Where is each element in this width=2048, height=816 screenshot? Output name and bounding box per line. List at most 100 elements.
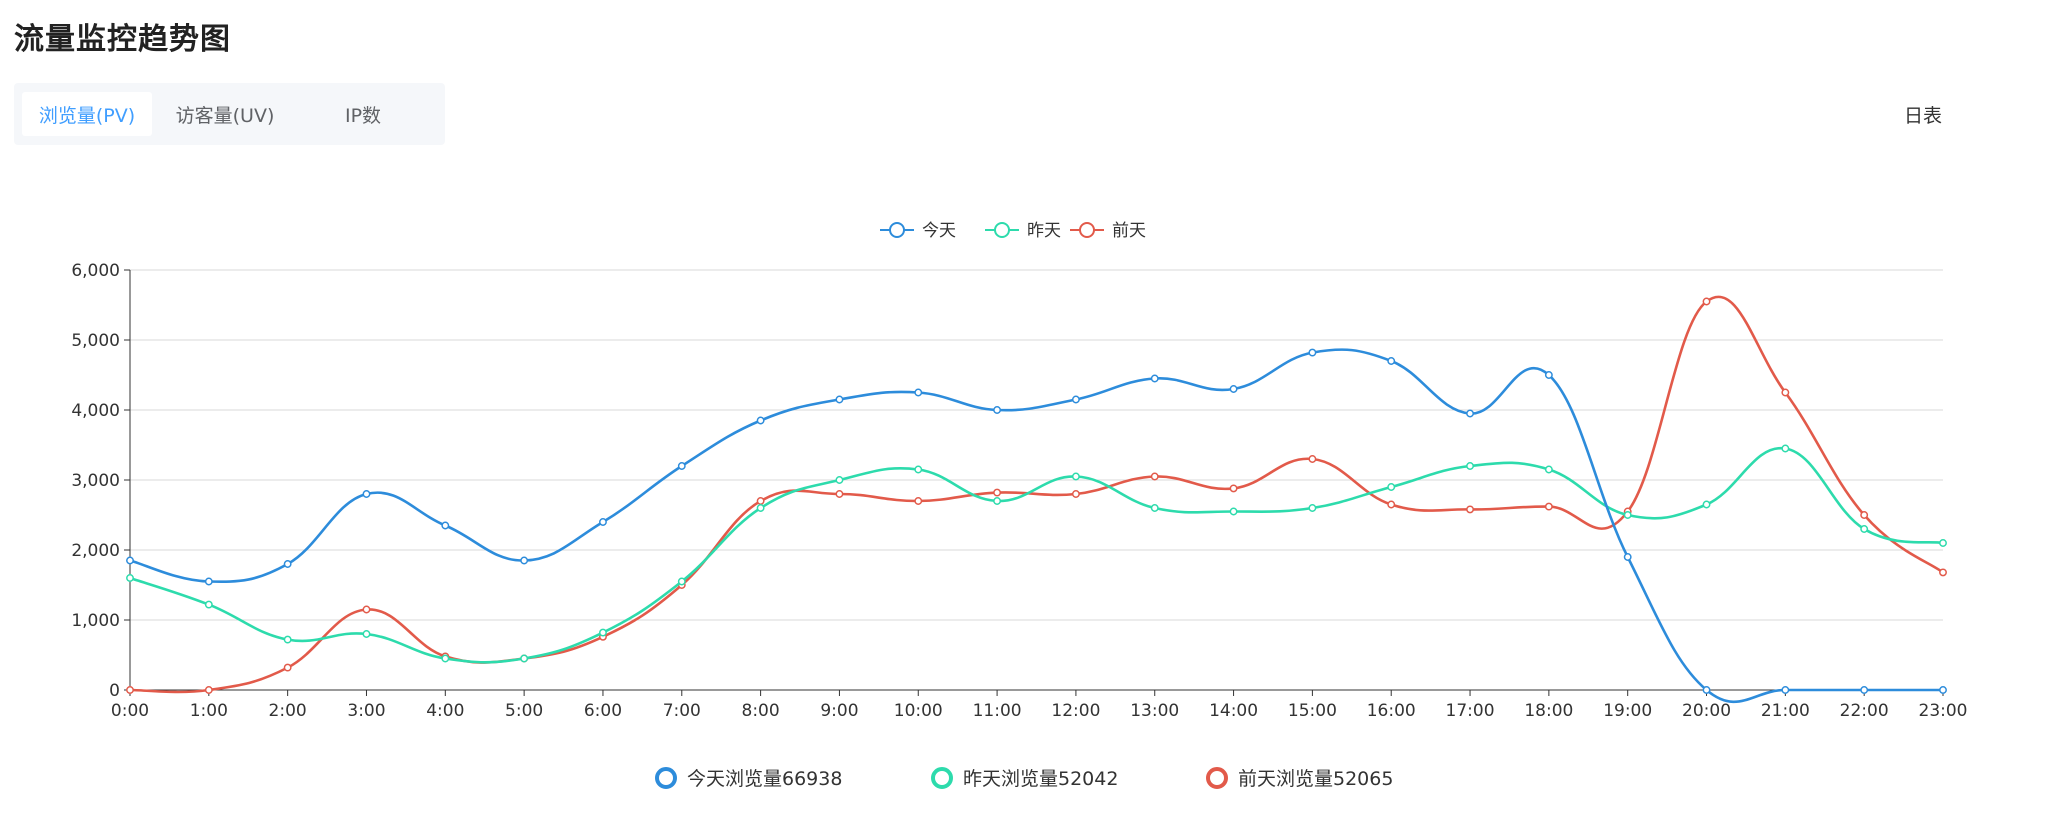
tab-ip[interactable]: IP数 (344, 104, 382, 127)
data-point-today (1939, 686, 1947, 694)
summary-yesterday-marker (931, 766, 953, 789)
x-tick-label: 18:00 (1524, 701, 1573, 721)
x-tick-label: 9:00 (820, 701, 858, 721)
data-point-today (677, 462, 686, 470)
legend-label-today: 今天 (922, 221, 956, 241)
daily-report-link[interactable]: 日表 (1903, 105, 1942, 127)
data-point-today (283, 560, 292, 568)
summary-daybefore-label: 前天浏览量52065 (1238, 768, 1394, 790)
data-point-yesterday (914, 465, 923, 474)
data-point-yesterday (1466, 462, 1474, 470)
traffic-line-chart: 0 1,000 2,000 3,000 4,000 5,000 6,000 0:00 1:00 2… (71, 221, 1968, 721)
data-point-yesterday (756, 504, 765, 512)
y-tick-label: 4,000 (71, 401, 120, 421)
summary-today-marker (655, 766, 677, 789)
data-point-daybefore (914, 497, 923, 505)
data-point-yesterday (1071, 472, 1080, 481)
data-point-yesterday (1623, 511, 1632, 519)
x-tick-label: 3:00 (347, 701, 385, 721)
x-tick-label: 4:00 (426, 701, 464, 721)
data-point-today (1071, 395, 1080, 404)
y-tick-label: 6,000 (71, 261, 120, 281)
data-point-today (520, 556, 529, 565)
data-point-today (835, 395, 844, 404)
y-tick-label: 3,000 (71, 471, 120, 491)
summary-yesterday-label: 昨天浏览量52042 (963, 768, 1119, 790)
data-point-today (1544, 371, 1553, 379)
data-point-today (441, 521, 450, 530)
data-point-daybefore (204, 686, 213, 694)
summary-legend: 今天浏览量66938 昨天浏览量52042 前天浏览量52065 (0, 764, 2048, 794)
x-tick-label: 21:00 (1761, 701, 1810, 721)
summary-daybefore: 前天浏览量52065 (1206, 764, 1393, 791)
series-line-yesterday (129, 447, 1944, 664)
x-tick-label: 15:00 (1288, 701, 1337, 721)
data-point-today (1387, 357, 1396, 365)
data-point-today (1702, 686, 1711, 694)
data-point-today (1860, 686, 1869, 694)
data-point-yesterday (441, 654, 450, 663)
data-point-today (1150, 374, 1159, 383)
summary-today-label: 今天浏览量66938 (687, 768, 843, 790)
data-point-yesterday (1702, 500, 1711, 509)
data-point-yesterday (126, 574, 134, 582)
data-point-daybefore (283, 663, 292, 672)
data-point-today (1781, 686, 1790, 694)
x-tick-label: 2:00 (269, 701, 307, 721)
data-point-daybefore (1466, 505, 1474, 514)
x-tick-label: 0:00 (111, 701, 149, 721)
data-point-today (126, 556, 134, 565)
tab-pv[interactable]: 浏览量(PV) (22, 92, 152, 136)
x-tick-label: 19:00 (1603, 701, 1652, 721)
data-point-today (1308, 348, 1317, 357)
series-line-today (129, 348, 1943, 704)
data-point-daybefore (1860, 511, 1869, 519)
x-tick-label: 7:00 (663, 701, 701, 721)
data-point-yesterday (204, 600, 213, 609)
data-point-today (204, 577, 213, 586)
data-point-daybefore (1229, 484, 1238, 493)
data-point-daybefore (1308, 455, 1317, 463)
data-point-daybefore (1544, 502, 1553, 511)
data-point-yesterday (599, 628, 607, 637)
data-point-yesterday (835, 476, 844, 484)
x-tick-label: 1:00 (190, 701, 228, 721)
data-point-yesterday (1860, 525, 1869, 533)
data-point-today (1229, 385, 1238, 393)
data-point-today (1466, 409, 1474, 418)
x-tick-label: 20:00 (1682, 701, 1731, 721)
summary-today: 今天浏览量66938 (655, 764, 842, 791)
data-point-daybefore (993, 488, 1002, 497)
y-tick-label: 2,000 (71, 541, 120, 561)
y-tick-label: 0 (109, 681, 120, 701)
summary-daybefore-marker (1206, 766, 1228, 789)
legend-label-daybefore: 前天 (1112, 221, 1146, 241)
data-point-today (914, 388, 923, 397)
data-point-daybefore (1702, 297, 1711, 306)
data-point-yesterday (993, 497, 1002, 505)
data-point-daybefore (362, 605, 371, 614)
legend-marker-yesterday (994, 222, 1010, 238)
data-point-daybefore (1150, 472, 1159, 481)
data-point-daybefore (1781, 388, 1790, 397)
x-tick-label: 5:00 (505, 701, 543, 721)
data-point-yesterday (1939, 539, 1947, 547)
x-tick-label: 23:00 (1919, 701, 1968, 721)
data-point-daybefore (126, 686, 134, 694)
x-tick-label: 16:00 (1367, 701, 1416, 721)
summary-yesterday: 昨天浏览量52042 (931, 764, 1118, 791)
series-line-daybefore (129, 295, 1944, 694)
data-point-today (1623, 553, 1632, 561)
data-point-yesterday (362, 630, 371, 638)
data-point-today (993, 406, 1002, 414)
data-point-yesterday (1308, 504, 1317, 512)
tab-uv[interactable]: 访客量(UV) (175, 104, 275, 127)
data-point-yesterday (677, 577, 686, 586)
data-point-today (756, 416, 765, 425)
x-tick-label: 10:00 (894, 701, 943, 721)
y-tick-label: 1,000 (71, 611, 120, 631)
data-point-yesterday (520, 654, 529, 663)
data-point-yesterday (1150, 504, 1159, 512)
x-tick-label: 14:00 (1209, 701, 1258, 721)
data-point-yesterday (1544, 465, 1553, 474)
